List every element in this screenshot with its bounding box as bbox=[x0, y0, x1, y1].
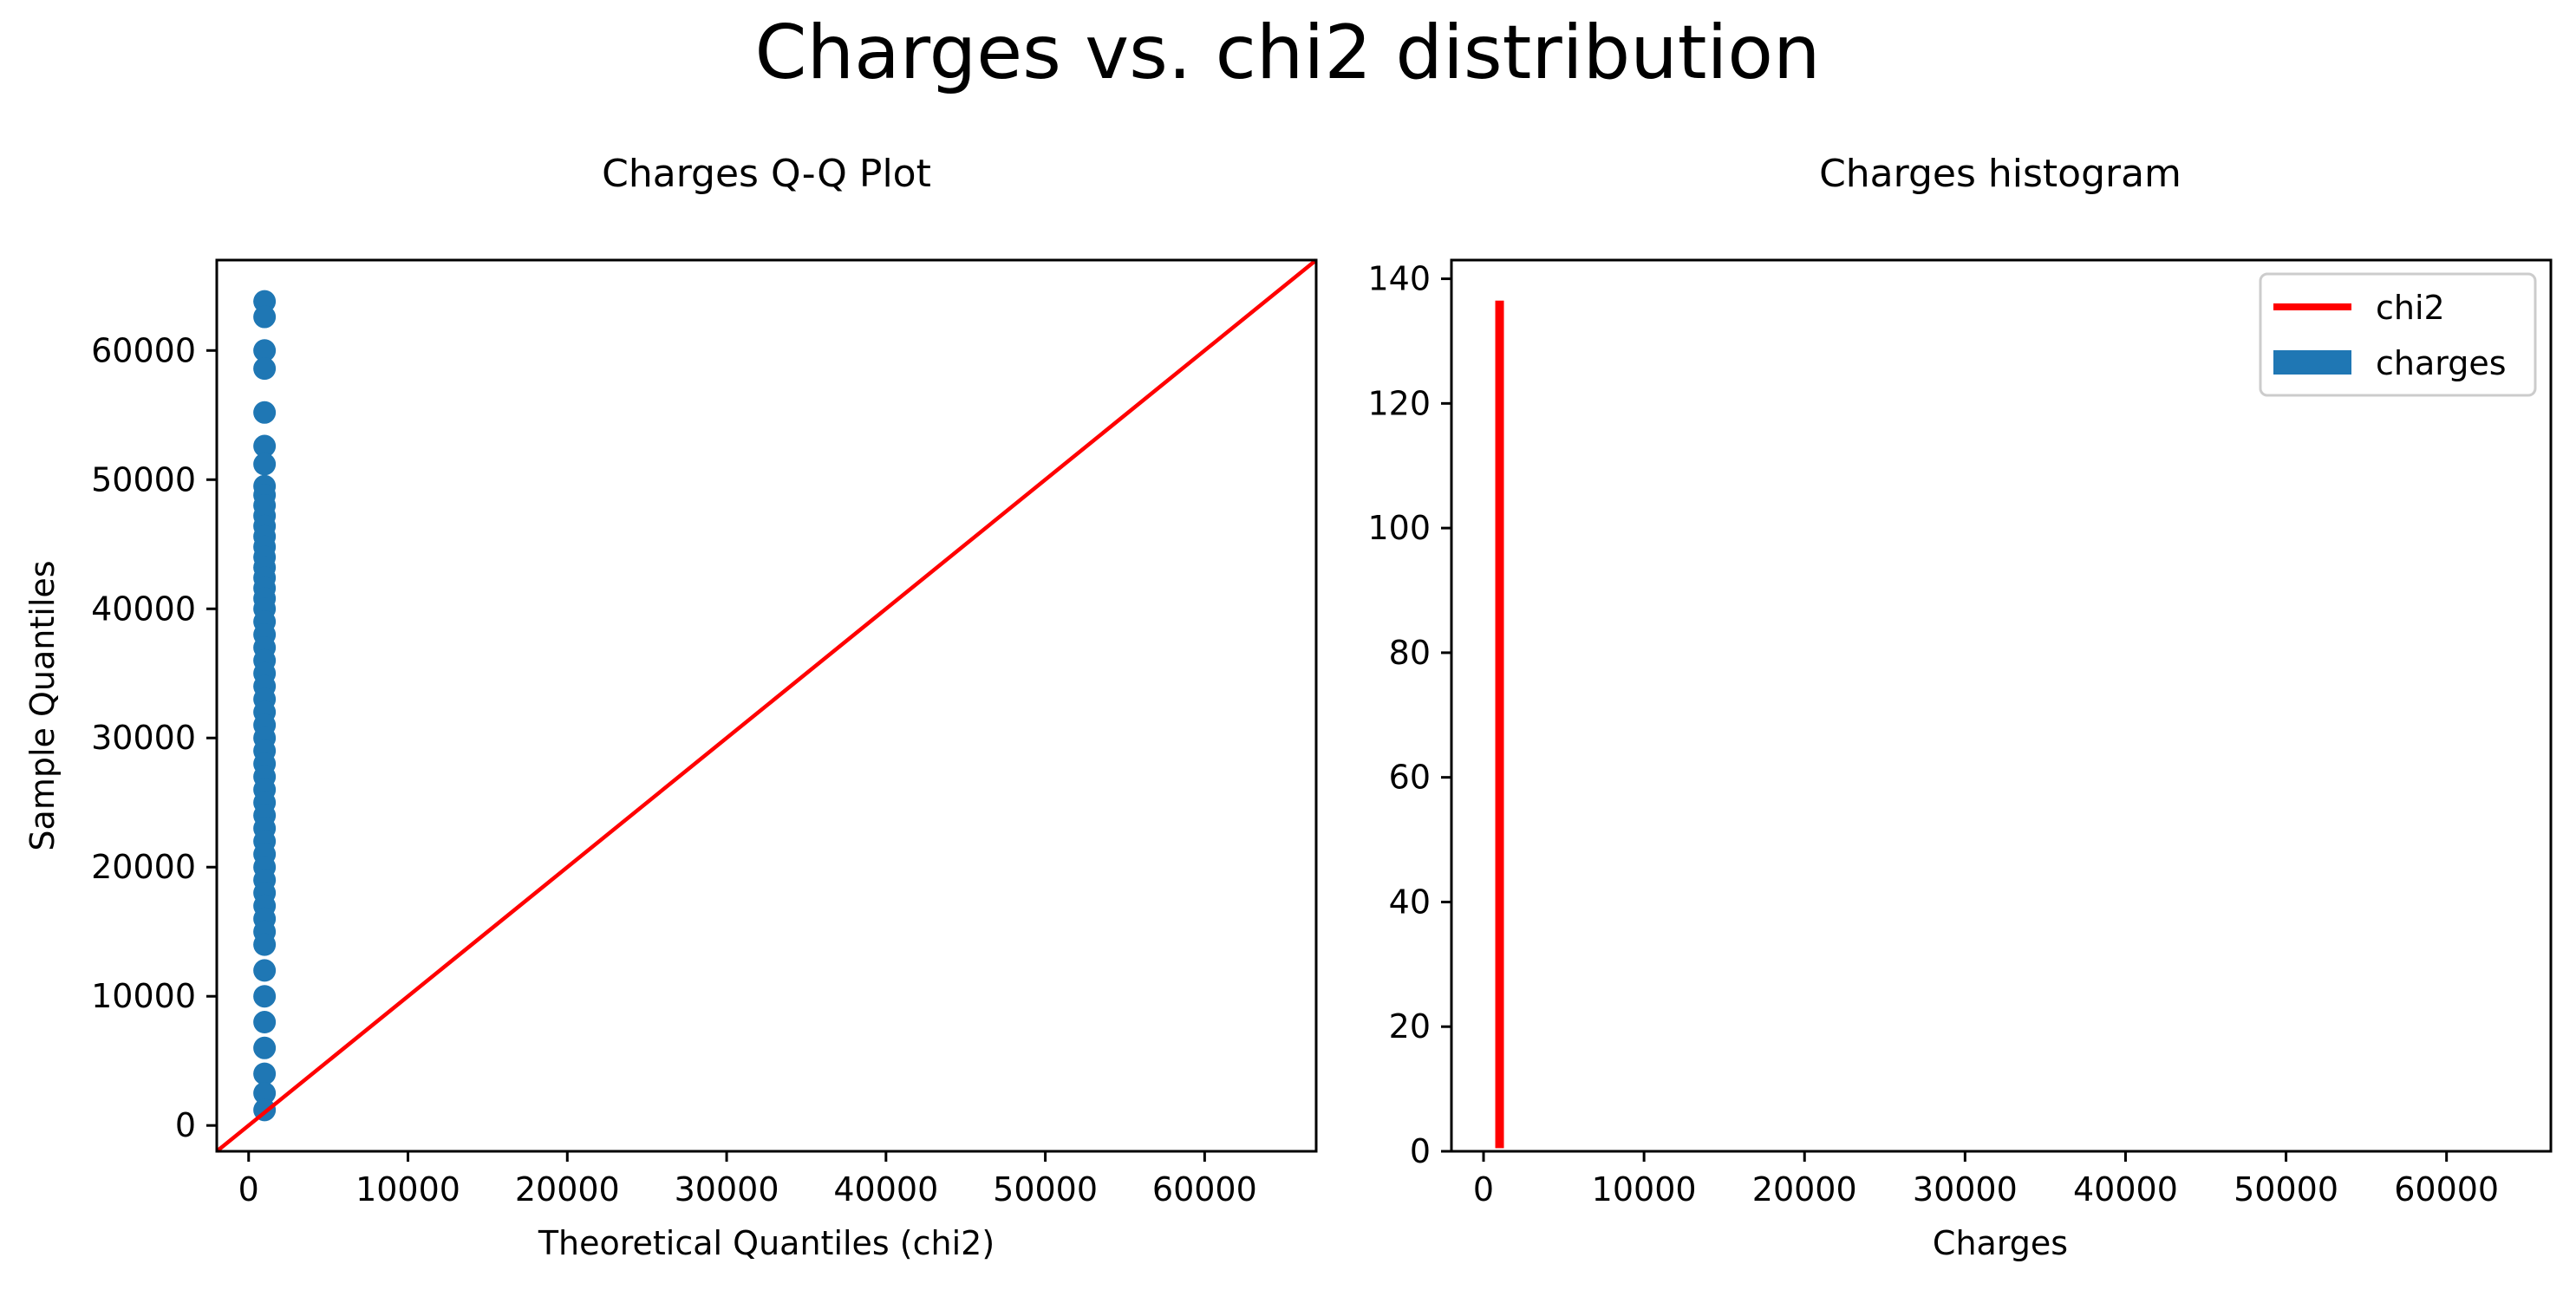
histogram-x-tick-label: 10000 bbox=[1592, 1170, 1697, 1209]
qq-y-tick-label: 10000 bbox=[91, 977, 196, 1015]
qq-point bbox=[253, 290, 277, 313]
histogram-title: Charges histogram bbox=[1819, 152, 2181, 196]
qq-y-axis-label: Sample Quantiles bbox=[23, 560, 62, 850]
legend-charges-label: charges bbox=[2376, 344, 2507, 382]
qq-y-tick-label: 50000 bbox=[91, 460, 196, 498]
histogram-y-tick-label: 120 bbox=[1367, 384, 1431, 422]
legend: chi2 charges bbox=[2259, 272, 2537, 397]
qq-point bbox=[253, 434, 277, 458]
qq-y-tick-label: 0 bbox=[175, 1106, 196, 1144]
qq-point bbox=[253, 1062, 277, 1085]
histogram-y-tick-label: 100 bbox=[1367, 509, 1431, 547]
qq-point bbox=[253, 1081, 277, 1104]
qq-axes-frame bbox=[215, 258, 1318, 1153]
qq-point bbox=[253, 401, 277, 424]
qq-x-tick-label: 0 bbox=[238, 1170, 259, 1209]
legend-charges-swatch bbox=[2273, 350, 2351, 375]
histogram-y-tick-label: 20 bbox=[1389, 1007, 1431, 1046]
figure-title: Charges vs. chi2 distribution bbox=[755, 10, 1821, 96]
histogram-plot: Charges histogram 0 10000 20000 30000 40000 5… bbox=[1367, 152, 2553, 1262]
qq-point bbox=[253, 357, 277, 381]
histogram-x-ticks: 0 10000 20000 30000 40000 50000 60000 bbox=[1473, 1151, 2499, 1209]
histogram-x-tick-label: 30000 bbox=[1913, 1170, 2018, 1209]
histogram-y-tick-label: 0 bbox=[1410, 1132, 1431, 1170]
qq-y-tick-label: 30000 bbox=[91, 719, 196, 757]
histogram-y-tick-label: 80 bbox=[1389, 634, 1431, 672]
qq-reference-line bbox=[215, 258, 1318, 1153]
histogram-x-tick-label: 50000 bbox=[2234, 1170, 2338, 1209]
qq-y-tick-label: 40000 bbox=[91, 590, 196, 628]
histogram-x-tick-label: 20000 bbox=[1752, 1170, 1857, 1209]
histogram-x-axis-label: Charges bbox=[1933, 1224, 2068, 1262]
qq-plot: Charges Q-Q Plot 0 10000 20000 30000 40000 50… bbox=[23, 152, 1318, 1262]
histogram-x-tick-label: 0 bbox=[1473, 1170, 1494, 1209]
qq-y-tick-label: 60000 bbox=[91, 331, 196, 369]
histogram-y-tick-label: 60 bbox=[1389, 759, 1431, 797]
qq-plot-title: Charges Q-Q Plot bbox=[602, 152, 931, 196]
qq-points bbox=[253, 290, 277, 1122]
qq-point bbox=[253, 453, 277, 476]
histogram-y-ticks: 0 20 40 60 80 100 120 140 bbox=[1367, 260, 1451, 1170]
qq-x-tick-label: 20000 bbox=[515, 1170, 620, 1209]
qq-x-tick-label: 10000 bbox=[355, 1170, 460, 1209]
histogram-x-tick-label: 60000 bbox=[2394, 1170, 2499, 1209]
qq-point bbox=[253, 959, 277, 982]
qq-x-axis-label: Theoretical Quantiles (chi2) bbox=[538, 1224, 995, 1262]
qq-point bbox=[253, 985, 277, 1008]
histogram-y-tick-label: 40 bbox=[1389, 883, 1431, 921]
legend-chi2-label: chi2 bbox=[2376, 289, 2445, 327]
histogram-x-tick-label: 40000 bbox=[2073, 1170, 2178, 1209]
qq-x-ticks: 0 10000 20000 30000 40000 50000 60000 bbox=[238, 1151, 1257, 1209]
qq-y-tick-label: 20000 bbox=[91, 848, 196, 886]
qq-point bbox=[253, 933, 277, 956]
histogram-axes-frame bbox=[1450, 258, 2553, 1153]
qq-point bbox=[253, 1011, 277, 1034]
qq-point bbox=[253, 1036, 277, 1059]
qq-y-ticks: 0 10000 20000 30000 40000 50000 60000 bbox=[91, 331, 217, 1144]
qq-x-tick-label: 30000 bbox=[675, 1170, 779, 1209]
qq-x-tick-label: 50000 bbox=[993, 1170, 1098, 1209]
qq-point bbox=[253, 339, 277, 362]
qq-x-tick-label: 40000 bbox=[833, 1170, 938, 1209]
qq-x-tick-label: 60000 bbox=[1152, 1170, 1257, 1209]
histogram-y-tick-label: 140 bbox=[1367, 260, 1431, 298]
qq-point bbox=[253, 305, 277, 329]
